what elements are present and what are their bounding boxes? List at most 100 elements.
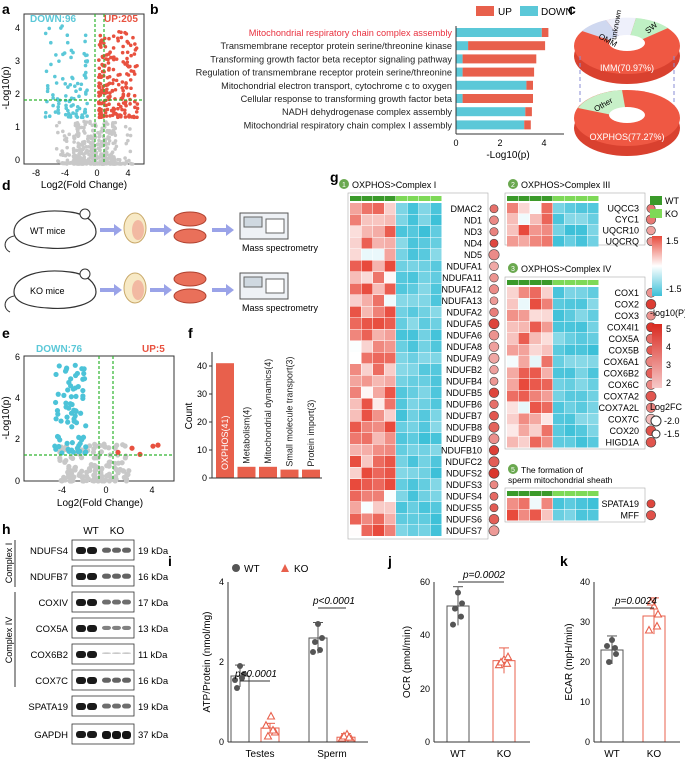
- up-point: [107, 68, 111, 72]
- heat-cell: [361, 329, 373, 341]
- heat-cell: [576, 236, 587, 247]
- down-point: [83, 59, 88, 64]
- heat-cell: [576, 203, 587, 214]
- heat-cell: [407, 479, 419, 490]
- heat-cell: [541, 367, 553, 379]
- ns-point: [93, 467, 99, 473]
- heatmap-sheath: SPATA19 MFF: [507, 491, 656, 521]
- bar-up: [462, 67, 535, 77]
- heat-cell: [576, 356, 587, 367]
- heat-cell: [419, 295, 430, 306]
- group-bar: [553, 491, 564, 496]
- heatmap-complex1: DMAC2ND1ND3ND4ND5NDUFA1NDUFA11NDUFA12NDU…: [350, 196, 500, 537]
- heat-cell: [384, 272, 396, 283]
- down-point: [56, 105, 61, 109]
- panel-f: f OXPHOS(41) Metabolism(4) Mitochondrial d…: [184, 325, 322, 483]
- mito-icon-ko-2: [173, 288, 207, 304]
- down-point: [53, 110, 58, 114]
- heat-cell: [350, 341, 361, 352]
- heat-cell: [564, 344, 576, 356]
- ytick-j-0: 0: [425, 737, 430, 747]
- heat-cell: [541, 321, 553, 333]
- heat-cell: [384, 214, 396, 226]
- up-point: [134, 46, 139, 50]
- badge-num-sheath: 5: [511, 467, 515, 474]
- heat-cell: [576, 498, 587, 509]
- data-point: [344, 732, 354, 741]
- title-complex1: OXPHOS>Complex I: [352, 180, 436, 190]
- group-bar: [541, 280, 553, 285]
- xlabel-b: -Log10(p): [486, 150, 529, 161]
- heat-cell: [553, 509, 564, 521]
- down-point: [44, 110, 48, 115]
- ns-point: [72, 140, 76, 144]
- group-bar: [384, 196, 396, 201]
- up-point: [107, 102, 111, 107]
- heat-cell: [384, 421, 396, 433]
- heat-cell: [407, 513, 419, 525]
- panel-label-b: b: [150, 1, 159, 17]
- bar-up: [524, 120, 531, 130]
- band-wt: [76, 651, 86, 658]
- up-point: [121, 101, 126, 105]
- down-point: [57, 59, 61, 63]
- heat-cell: [350, 329, 361, 341]
- heat-cell: [384, 283, 396, 295]
- panel-label-k: k: [560, 553, 568, 569]
- ns-point: [112, 158, 116, 163]
- up-point: [122, 108, 127, 113]
- heat-cell: [530, 390, 541, 402]
- heat-cell: [350, 387, 361, 398]
- donut-bottom-hole: [609, 107, 645, 123]
- plot-j: [446, 586, 516, 743]
- heat-cell: [564, 402, 576, 413]
- up-point: [129, 86, 133, 91]
- down-point: [56, 111, 61, 115]
- panel-label-c: c: [568, 1, 576, 17]
- bar-down: [456, 54, 463, 64]
- workflow-wt: WT mice Mass spectrometry: [4, 208, 319, 253]
- term-label: Mitochondrial respiratory chain complex …: [244, 120, 453, 130]
- heat-cell: [576, 413, 587, 425]
- up-point: [105, 87, 109, 92]
- heat-cell: [576, 509, 587, 521]
- heat-cell: [507, 425, 518, 436]
- heat-cell: [518, 390, 530, 402]
- group-bar: [564, 491, 576, 496]
- down-point: [64, 414, 70, 420]
- badge-num-complex4: 3: [511, 266, 515, 273]
- down-point: [52, 399, 59, 406]
- heat-cell: [541, 413, 553, 425]
- ns-point: [106, 478, 113, 484]
- heat-cell: [419, 237, 430, 249]
- up-point: [97, 66, 102, 71]
- p-circle: [489, 503, 499, 513]
- xlabel-e: Log2(Fold Change): [57, 498, 143, 509]
- ns-point: [90, 123, 95, 128]
- group-bar: [564, 280, 576, 285]
- data-point: [339, 731, 349, 740]
- heat-cell: [384, 410, 396, 421]
- ytick-k-20: 20: [580, 657, 590, 667]
- band-ko: [122, 599, 131, 605]
- p-circle: [488, 330, 500, 341]
- blot-kda-label: 19 kDa: [138, 546, 169, 557]
- ytick-label: 40: [197, 361, 207, 371]
- ns-point: [68, 160, 73, 165]
- band-ko: [102, 547, 111, 553]
- heat-cell: [564, 356, 576, 367]
- up-point: [121, 88, 125, 93]
- ns-point: [99, 129, 104, 134]
- p-circle: [488, 352, 500, 364]
- down-point: [81, 370, 87, 377]
- workflow-ko: KO mice Mass spectrometry: [4, 268, 319, 313]
- heat-cell: [518, 225, 530, 236]
- down-point: [55, 411, 61, 417]
- up-point: [106, 52, 111, 56]
- data-point: [268, 725, 278, 734]
- mito-icon-wt-1: [173, 211, 207, 227]
- heat-cell: [587, 356, 599, 367]
- down-point: [79, 437, 85, 443]
- heat-cell: [541, 287, 553, 298]
- down-point: [61, 392, 67, 398]
